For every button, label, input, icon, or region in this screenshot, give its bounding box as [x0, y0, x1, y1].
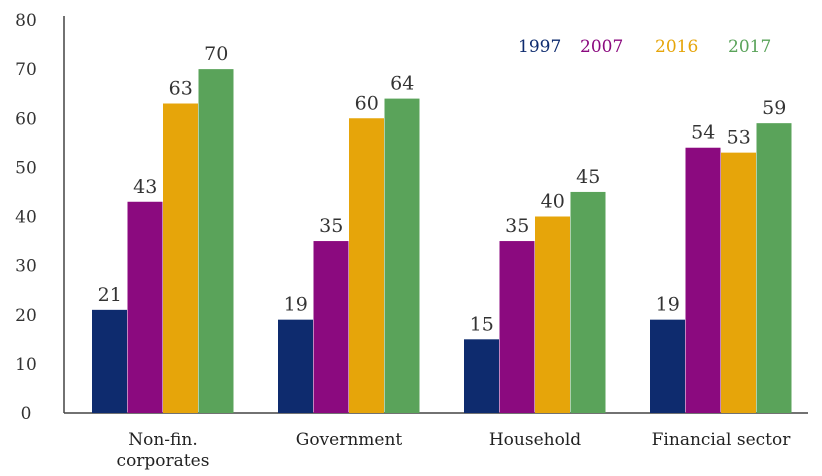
- bar: [571, 192, 606, 413]
- data-label: 45: [576, 166, 600, 188]
- y-tick-label: 70: [15, 60, 37, 80]
- legend-entry: 2007: [580, 37, 623, 57]
- bar: [686, 148, 721, 413]
- y-tick-label: 40: [15, 208, 37, 228]
- data-label: 53: [727, 127, 751, 149]
- bars: [92, 69, 792, 413]
- legend-entry: 2017: [728, 37, 771, 57]
- bar: [278, 320, 313, 413]
- y-tick-label: 20: [15, 306, 37, 326]
- bar: [385, 99, 420, 413]
- data-label: 35: [319, 215, 343, 237]
- bar: [92, 310, 127, 413]
- bar: [163, 104, 198, 413]
- bar: [650, 320, 685, 413]
- bar: [349, 118, 384, 413]
- y-tick-label: 10: [15, 355, 37, 375]
- category-label: Financial sector: [652, 430, 792, 450]
- y-axis-ticks: 0 10 20 30 40 50 60 70 80: [15, 11, 37, 424]
- bar: [199, 69, 234, 413]
- bar: [128, 202, 163, 413]
- data-label: 64: [390, 73, 414, 95]
- y-tick-label: 80: [15, 11, 37, 31]
- data-label: 63: [169, 78, 193, 100]
- bar: [314, 241, 349, 413]
- legend-entry: 1997: [518, 37, 561, 57]
- bar: [500, 241, 535, 413]
- y-tick-label: 0: [21, 404, 32, 424]
- bar: [535, 217, 570, 414]
- data-label: 60: [355, 92, 379, 114]
- y-tick-label: 60: [15, 109, 37, 129]
- data-label: 54: [691, 122, 715, 144]
- data-label: 21: [98, 284, 122, 306]
- bar: [721, 153, 756, 413]
- data-label: 43: [133, 176, 157, 198]
- legend-entry: 2016: [655, 37, 698, 57]
- bar: [464, 339, 499, 413]
- bar: [757, 123, 792, 413]
- data-label: 19: [656, 294, 680, 316]
- category-label: Government: [296, 430, 403, 450]
- category-label: Non-fin. corporates: [117, 430, 210, 471]
- data-label: 15: [470, 313, 494, 335]
- y-tick-label: 50: [15, 158, 37, 178]
- data-label: 59: [762, 97, 786, 119]
- legend: 1997 2007 2016 2017: [518, 37, 771, 57]
- data-label: 70: [204, 43, 228, 65]
- x-axis-categories: Non-fin. corporates Government Household Fin…: [117, 430, 792, 471]
- category-label: Household: [489, 430, 581, 450]
- data-label: 19: [284, 294, 308, 316]
- y-tick-label: 30: [15, 257, 37, 277]
- data-label: 35: [505, 215, 529, 237]
- data-label: 40: [541, 191, 565, 213]
